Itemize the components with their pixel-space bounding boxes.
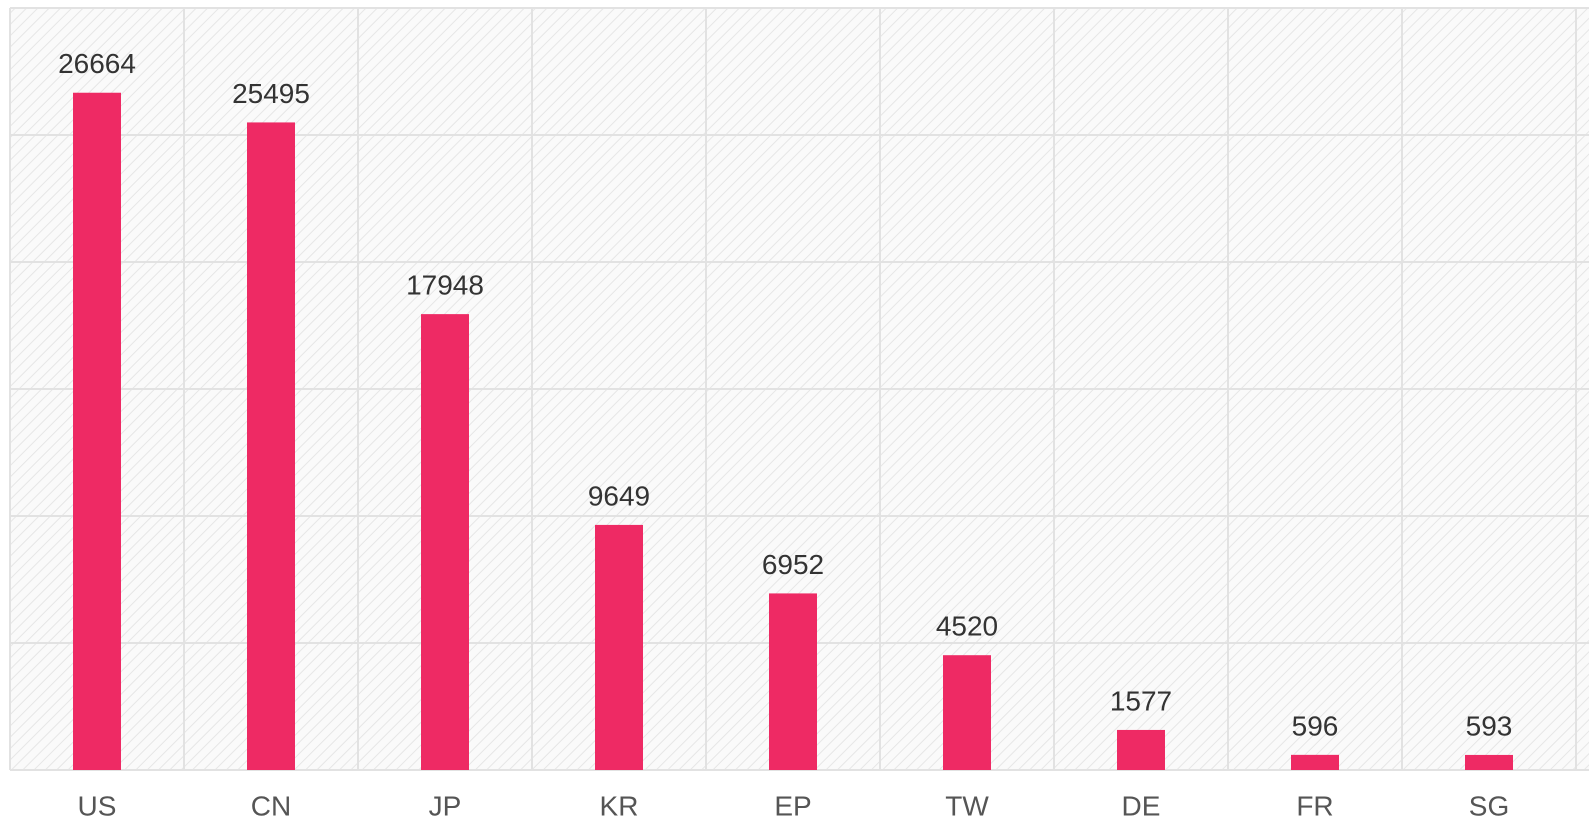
value-label: 1577 bbox=[1110, 685, 1172, 716]
value-label: 6952 bbox=[762, 549, 824, 580]
x-tick-label: EP bbox=[774, 790, 811, 821]
value-label: 593 bbox=[1466, 710, 1513, 741]
value-label: 26664 bbox=[58, 48, 136, 79]
bar bbox=[73, 92, 121, 771]
bar bbox=[943, 655, 991, 770]
value-label: 4520 bbox=[936, 611, 998, 642]
x-tick-label: SG bbox=[1469, 790, 1509, 821]
x-tick-label: KR bbox=[600, 790, 639, 821]
value-label: 25495 bbox=[232, 78, 310, 109]
bar bbox=[247, 122, 295, 770]
bar bbox=[1291, 754, 1339, 770]
x-tick-label: US bbox=[78, 790, 117, 821]
bar bbox=[1465, 754, 1513, 770]
x-tick-label: TW bbox=[945, 790, 989, 821]
x-tick-label: FR bbox=[1296, 790, 1333, 821]
bar bbox=[421, 314, 469, 770]
x-tick-label: CN bbox=[251, 790, 291, 821]
x-tick-label: DE bbox=[1122, 790, 1161, 821]
bar bbox=[595, 524, 643, 770]
value-label: 596 bbox=[1292, 710, 1339, 741]
value-label: 17948 bbox=[406, 270, 484, 301]
bar bbox=[1117, 729, 1165, 770]
value-label: 9649 bbox=[588, 480, 650, 511]
bar bbox=[769, 593, 817, 770]
x-tick-label: JP bbox=[429, 790, 462, 821]
